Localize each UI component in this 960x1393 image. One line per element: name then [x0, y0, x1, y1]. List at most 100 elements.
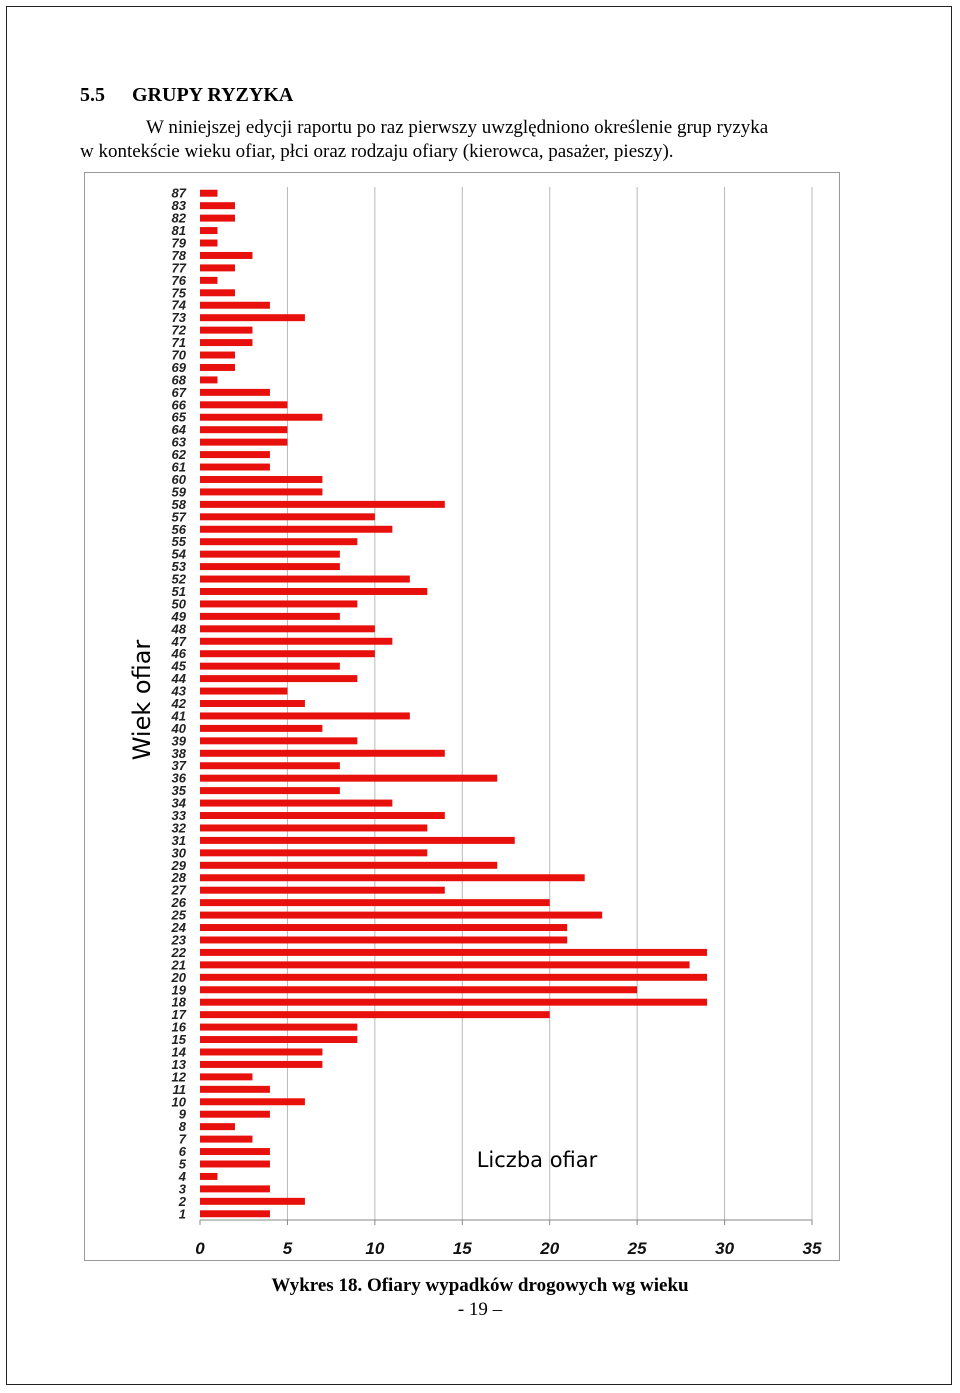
y-tick-label-50: 50	[172, 596, 187, 611]
bar-age-57	[200, 513, 375, 521]
y-tick-label-70: 70	[172, 348, 187, 363]
y-tick-label-24: 24	[171, 920, 187, 935]
y-tick-label-54: 54	[172, 547, 187, 562]
bar-age-21	[200, 961, 690, 969]
y-tick-label-30: 30	[172, 845, 187, 860]
y-tick-label-12: 12	[172, 1069, 187, 1084]
bar-age-83	[200, 202, 235, 210]
y-axis-title: Wiek ofiar	[128, 640, 156, 761]
y-tick-label-16: 16	[172, 1020, 187, 1035]
y-tick-label-27: 27	[171, 883, 187, 898]
y-tick-label-71: 71	[172, 335, 186, 350]
bar-age-23	[200, 936, 568, 944]
y-tick-label-60: 60	[172, 472, 187, 487]
y-tick-label-4: 4	[178, 1169, 187, 1184]
bar-age-77	[200, 264, 235, 272]
bar-age-27	[200, 886, 445, 894]
y-tick-label-82: 82	[172, 211, 187, 226]
y-tick-label-28: 28	[171, 870, 187, 885]
y-tick-label-17: 17	[172, 1007, 187, 1022]
paragraph-line-1: W niniejszej edycji raportu po raz pierw…	[146, 117, 769, 138]
y-tick-label-7: 7	[179, 1132, 187, 1147]
bar-age-64	[200, 426, 288, 434]
y-tick-label-58: 58	[172, 497, 187, 512]
bar-age-42	[200, 700, 305, 707]
y-tick-label-42: 42	[171, 696, 187, 711]
bar-age-20	[200, 973, 708, 981]
y-tick-label-87: 87	[172, 186, 187, 201]
y-tick-label-57: 57	[172, 509, 187, 524]
y-tick-label-44: 44	[171, 671, 187, 686]
page-number: - 19 –	[457, 1299, 503, 1320]
bar-age-61	[200, 463, 270, 471]
y-tick-label-19: 19	[172, 982, 187, 997]
bar-age-39	[200, 737, 358, 745]
y-tick-label-56: 56	[172, 522, 187, 537]
bar-age-3	[200, 1185, 270, 1193]
bar-age-16	[200, 1023, 358, 1031]
x-tick-label-20: 20	[539, 1239, 559, 1258]
bar-age-44	[200, 675, 358, 683]
bar-age-63	[200, 438, 288, 446]
x-tick-label-0: 0	[195, 1239, 205, 1258]
bar-age-7	[200, 1135, 253, 1143]
y-tick-label-74: 74	[172, 298, 187, 313]
y-tick-label-38: 38	[172, 746, 187, 761]
y-tick-label-26: 26	[171, 895, 187, 910]
bar-age-66	[200, 401, 288, 409]
bar-age-5	[200, 1160, 270, 1168]
bar-age-17	[200, 1011, 550, 1019]
y-tick-label-11: 11	[173, 1082, 187, 1097]
bar-age-14	[200, 1048, 323, 1056]
figure-caption: Wykres 18. Ofiary wypadków drogowych wg …	[271, 1275, 689, 1296]
y-tick-label-51: 51	[172, 584, 186, 599]
y-tick-label-79: 79	[172, 236, 187, 251]
bar-age-48	[200, 625, 375, 633]
bar-age-53	[200, 563, 340, 571]
bar-age-46	[200, 650, 375, 658]
x-tick-label-30: 30	[715, 1239, 734, 1258]
y-tick-label-69: 69	[172, 360, 187, 375]
y-tick-label-37: 37	[172, 758, 187, 773]
y-tick-label-21: 21	[171, 957, 186, 972]
bar-age-15	[200, 1036, 358, 1044]
x-tick-label-15: 15	[453, 1239, 472, 1258]
bar-age-37	[200, 762, 340, 770]
y-tick-label-31: 31	[172, 833, 186, 848]
y-tick-label-77: 77	[172, 260, 187, 275]
bar-age-12	[200, 1073, 253, 1081]
bar-age-74	[200, 301, 270, 309]
y-tick-label-81: 81	[172, 223, 186, 238]
y-tick-label-53: 53	[172, 559, 187, 574]
bar-age-29	[200, 861, 498, 869]
bar-age-49	[200, 612, 340, 620]
bar-age-18	[200, 998, 708, 1006]
y-tick-label-43: 43	[171, 684, 187, 699]
x-tick-label-5: 5	[283, 1239, 293, 1258]
page-border	[6, 6, 952, 1385]
y-tick-label-29: 29	[171, 858, 187, 873]
y-tick-label-2: 2	[178, 1194, 187, 1209]
bar-age-11	[200, 1085, 270, 1093]
bar-age-4	[200, 1172, 218, 1180]
bar-age-43	[200, 687, 288, 695]
section-title: GRUPY RYZYKA	[132, 84, 294, 106]
bar-age-6	[200, 1148, 270, 1156]
x-tick-label-25: 25	[627, 1239, 647, 1258]
y-tick-label-8: 8	[179, 1119, 187, 1134]
bar-age-31	[200, 836, 515, 844]
section-number: 5.5	[80, 84, 105, 106]
bar-age-65	[200, 413, 323, 421]
bar-age-35	[200, 787, 340, 795]
y-tick-label-5: 5	[179, 1156, 187, 1171]
y-tick-label-75: 75	[172, 285, 187, 300]
y-tick-label-14: 14	[172, 1044, 187, 1059]
bar-age-68	[200, 376, 218, 384]
bar-age-56	[200, 525, 393, 533]
y-tick-label-25: 25	[171, 908, 187, 923]
y-tick-label-18: 18	[172, 995, 187, 1010]
y-tick-label-10: 10	[172, 1094, 187, 1109]
y-tick-label-35: 35	[172, 783, 187, 798]
y-tick-label-46: 46	[171, 646, 187, 661]
